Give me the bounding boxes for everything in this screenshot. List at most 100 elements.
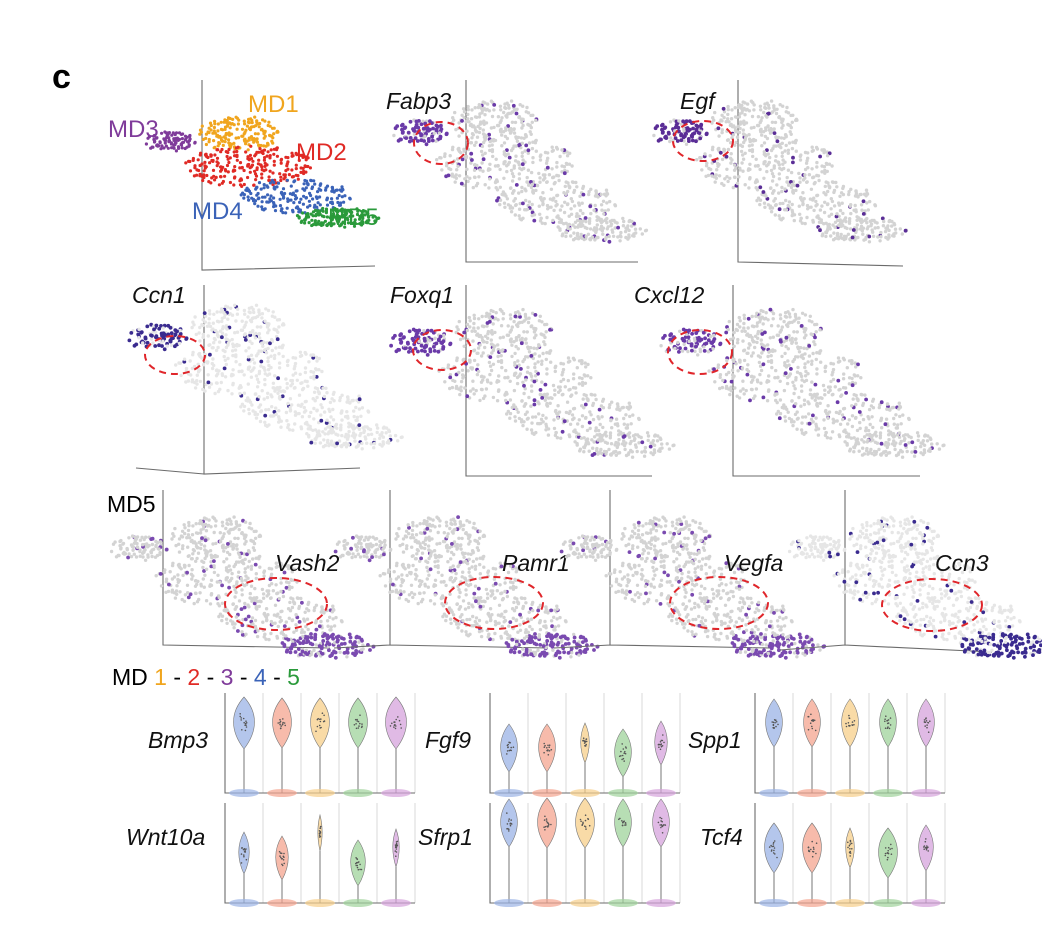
background-cell [752, 108, 756, 112]
background-cell [796, 346, 801, 351]
background-cell [742, 122, 746, 127]
background-cell [592, 208, 596, 212]
background-cell [455, 168, 459, 172]
background-cell [781, 104, 785, 108]
cluster-point-md2 [228, 180, 232, 185]
background-cell [351, 431, 356, 435]
background-cell [885, 407, 889, 411]
expressing-cell [408, 136, 413, 140]
background-cell [561, 377, 566, 382]
cluster-point-md2 [299, 170, 303, 174]
background-cell [833, 385, 837, 389]
cluster-point-md1 [247, 117, 251, 121]
background-cell [472, 163, 477, 167]
background-cell [605, 216, 609, 221]
background-cell [884, 417, 889, 421]
expressing-cell [913, 450, 918, 454]
background-cell [747, 144, 752, 148]
background-cell [520, 399, 524, 403]
background-cell [515, 407, 519, 411]
background-cell [548, 197, 553, 201]
background-cell [669, 136, 673, 140]
background-cell [848, 227, 853, 231]
background-cell [615, 402, 620, 406]
background-cell [728, 337, 733, 342]
cluster-point-md5 [363, 213, 367, 217]
background-cell [357, 407, 362, 411]
expressing-cell [692, 131, 697, 136]
background-cell [525, 175, 529, 180]
expressing-cell [748, 398, 752, 403]
background-cell [871, 397, 876, 401]
background-cell [871, 425, 875, 430]
cluster-point-md4 [272, 180, 276, 184]
background-cell [223, 349, 227, 354]
background-cell [808, 197, 813, 201]
background-cell [345, 410, 349, 414]
background-cell [899, 422, 903, 426]
background-cell [450, 174, 454, 178]
background-cell [585, 428, 590, 433]
background-cell [178, 328, 182, 333]
cluster-point-md5 [352, 224, 357, 228]
background-cell [815, 372, 819, 376]
background-cell [508, 338, 513, 342]
background-cell [544, 395, 548, 399]
cluster-point-md4 [313, 203, 317, 207]
expressing-cell [660, 122, 665, 127]
expressing-cell [414, 122, 419, 127]
background-cell [745, 102, 750, 106]
cluster-point-md4 [288, 192, 292, 196]
background-cell [626, 224, 630, 228]
background-cell [470, 329, 474, 333]
cluster-point-md4 [280, 190, 284, 194]
background-cell [254, 331, 258, 336]
expressing-cell [532, 398, 537, 403]
background-cell [793, 412, 798, 417]
background-cell [730, 108, 734, 112]
background-cell [754, 157, 758, 161]
background-cell [485, 311, 489, 315]
background-cell [218, 329, 223, 333]
background-cell [337, 439, 342, 443]
cluster-point-md5 [350, 210, 354, 214]
background-cell [717, 146, 721, 151]
background-cell [331, 407, 335, 412]
expressing-cell [511, 103, 516, 108]
background-cell [177, 341, 182, 346]
background-cell [577, 223, 581, 228]
background-cell [593, 194, 598, 198]
background-cell [211, 346, 215, 350]
cluster-point-md2 [268, 156, 272, 160]
background-cell [792, 420, 796, 424]
cluster-point-md2 [226, 150, 230, 155]
cluster-point-md2 [286, 167, 290, 171]
background-cell [191, 320, 195, 324]
background-cell [201, 332, 205, 337]
background-cell [545, 351, 549, 355]
background-cell [242, 409, 246, 413]
background-cell [777, 143, 781, 147]
cluster-point-md1 [204, 136, 208, 140]
background-cell [783, 149, 787, 153]
background-cell [518, 320, 522, 325]
cluster-point-md1 [207, 131, 211, 135]
background-cell [825, 436, 830, 440]
background-cell [184, 380, 188, 384]
background-cell [764, 114, 768, 118]
background-cell [806, 166, 810, 170]
background-cell [750, 143, 754, 147]
background-cell [334, 422, 339, 427]
background-cell [527, 200, 532, 204]
cluster-point-md4 [293, 197, 298, 201]
background-cell [174, 363, 178, 367]
background-cell [524, 110, 528, 114]
background-cell [582, 445, 587, 450]
background-cell [782, 388, 787, 393]
background-cell [230, 337, 234, 342]
expressing-cell [448, 375, 453, 380]
expressing-cell [903, 443, 908, 447]
cluster-point-md1 [242, 138, 246, 142]
background-cell [766, 124, 770, 128]
background-cell [754, 314, 758, 318]
